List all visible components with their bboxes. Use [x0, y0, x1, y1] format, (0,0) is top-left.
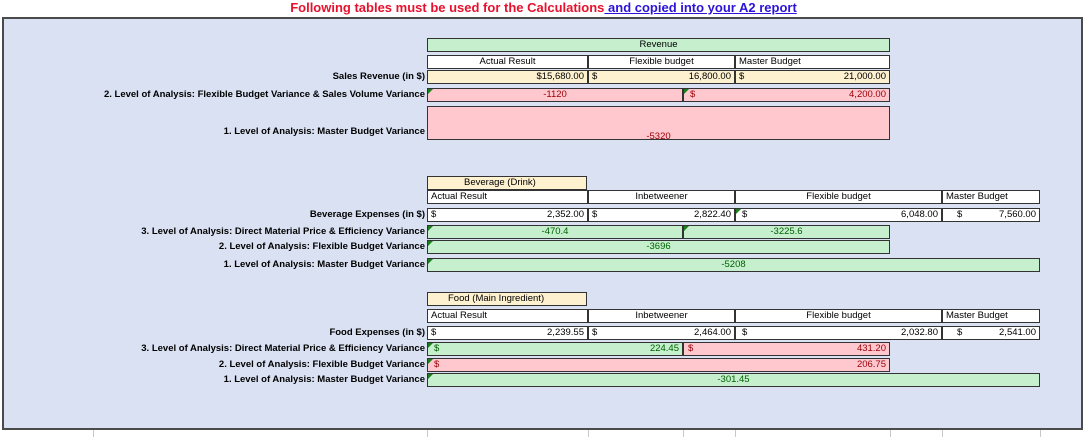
currency-symbol: $	[957, 327, 963, 338]
currency-symbol: $	[742, 209, 748, 220]
gridline	[588, 430, 589, 437]
food-actual-value: 2,239.55	[547, 327, 584, 338]
beverage-col-inbetweener[interactable]: Inbetweener	[588, 190, 735, 204]
beverage-flexible[interactable]: $6,048.00	[735, 208, 942, 222]
beverage-master-budget-variance[interactable]: -5208	[427, 258, 1040, 272]
beverage-level3-label: 3. Level of Analysis: Direct Material Pr…	[141, 226, 425, 237]
revenue-sales-flexible-value: 16,800.00	[688, 71, 731, 82]
currency-symbol: $	[592, 327, 598, 338]
food-inbetweener[interactable]: $2,464.00	[588, 326, 735, 340]
revenue-sales-volume-variance[interactable]: $4,200.00	[683, 88, 890, 102]
revenue-sales-flexible[interactable]: $16,800.00	[588, 70, 735, 84]
food-expenses-label: Food Expenses (in $)	[329, 327, 425, 338]
currency-symbol: $	[742, 327, 748, 338]
food-master[interactable]: $2,541.00	[942, 326, 1040, 340]
revenue-master-budget-variance[interactable]: -5320	[427, 106, 890, 140]
revenue-sales-actual[interactable]: $15,680.00	[427, 70, 588, 84]
currency-symbol: $	[957, 209, 963, 220]
beverage-level1-label: 1. Level of Analysis: Master Budget Vari…	[223, 259, 425, 270]
food-level2-label: 2. Level of Analysis: Flexible Budget Va…	[218, 359, 425, 370]
food-actual[interactable]: $2,239.55	[427, 326, 588, 340]
title-report-link[interactable]: and copied into your A2 report	[604, 0, 797, 15]
food-col-actual[interactable]: Actual Result	[427, 309, 588, 323]
beverage-header[interactable]: Beverage (Drink)	[427, 176, 587, 190]
food-price-variance[interactable]: $224.45	[427, 342, 683, 356]
currency-symbol: $	[739, 71, 745, 82]
revenue-level1-label: 1. Level of Analysis: Master Budget Vari…	[223, 126, 425, 137]
gridline	[93, 430, 94, 437]
food-master-value: 2,541.00	[999, 327, 1036, 338]
revenue-sales-master-value: 21,000.00	[843, 71, 886, 82]
gridline	[683, 430, 684, 437]
currency-symbol: $	[688, 343, 694, 354]
food-col-inbetweener[interactable]: Inbetweener	[588, 309, 735, 323]
food-level3-label: 3. Level of Analysis: Direct Material Pr…	[141, 343, 425, 354]
gridline	[735, 430, 736, 437]
gridline	[890, 430, 891, 437]
food-inbetweener-value: 2,464.00	[694, 327, 731, 338]
food-flexible[interactable]: $2,032.80	[735, 326, 942, 340]
food-flexible-budget-variance-value: 206.75	[856, 359, 886, 370]
food-efficiency-variance[interactable]: $431.20	[683, 342, 890, 356]
food-col-master[interactable]: Master Budget	[942, 309, 1040, 323]
gridline	[427, 430, 428, 437]
revenue-sales-volume-value: 4,200.00	[849, 89, 886, 100]
currency-symbol: $	[431, 327, 437, 338]
title-instruction: Following tables must be used for the Ca…	[290, 0, 605, 15]
beverage-col-flexible[interactable]: Flexible budget	[735, 190, 942, 204]
food-master-budget-variance[interactable]: -301.45	[427, 373, 1040, 387]
beverage-col-actual[interactable]: Actual Result	[427, 190, 588, 204]
revenue-level2-label: 2. Level of Analysis: Flexible Budget Va…	[103, 89, 425, 100]
beverage-price-variance[interactable]: -470.4	[427, 225, 683, 239]
beverage-col-master[interactable]: Master Budget	[942, 190, 1040, 204]
revenue-col-master[interactable]: Master Budget	[735, 55, 890, 69]
currency-symbol: $	[690, 89, 696, 100]
currency-symbol: $	[431, 209, 437, 220]
revenue-col-actual[interactable]: Actual Result	[427, 55, 588, 69]
gridline	[942, 430, 943, 437]
currency-symbol: $	[592, 209, 598, 220]
food-price-variance-value: 224.45	[649, 343, 679, 354]
beverage-flexible-value: 6,048.00	[901, 209, 938, 220]
beverage-expenses-label: Beverage Expenses (in $)	[309, 209, 425, 220]
beverage-flexible-budget-variance[interactable]: -3696	[427, 240, 890, 254]
beverage-inbetweener[interactable]: $2,822.40	[588, 208, 735, 222]
food-col-flexible[interactable]: Flexible budget	[735, 309, 942, 323]
revenue-flexible-budget-variance[interactable]: -1120	[427, 88, 683, 102]
revenue-header[interactable]: Revenue	[427, 38, 890, 52]
gridline	[1040, 430, 1041, 437]
sheet-title: Following tables must be used for the Ca…	[0, 0, 1087, 16]
currency-symbol: $	[434, 343, 440, 354]
beverage-master[interactable]: $7,560.00	[942, 208, 1040, 222]
food-efficiency-variance-value: 431.20	[856, 343, 886, 354]
food-header[interactable]: Food (Main Ingredient)	[427, 292, 587, 306]
food-flexible-budget-variance[interactable]: $206.75	[427, 358, 890, 372]
beverage-inbetweener-value: 2,822.40	[694, 209, 731, 220]
beverage-actual[interactable]: $2,352.00	[427, 208, 588, 222]
revenue-col-flexible[interactable]: Flexible budget	[588, 55, 735, 69]
beverage-level2-label: 2. Level of Analysis: Flexible Budget Va…	[218, 241, 425, 252]
currency-symbol: $	[592, 71, 598, 82]
revenue-sales-master[interactable]: $21,000.00	[735, 70, 890, 84]
beverage-actual-value: 2,352.00	[547, 209, 584, 220]
currency-symbol: $	[434, 359, 440, 370]
revenue-sales-label: Sales Revenue (in $)	[332, 71, 425, 82]
food-level1-label: 1. Level of Analysis: Master Budget Vari…	[223, 374, 425, 385]
beverage-efficiency-variance[interactable]: -3225.6	[683, 225, 890, 239]
food-flexible-value: 2,032.80	[901, 327, 938, 338]
beverage-master-value: 7,560.00	[999, 209, 1036, 220]
